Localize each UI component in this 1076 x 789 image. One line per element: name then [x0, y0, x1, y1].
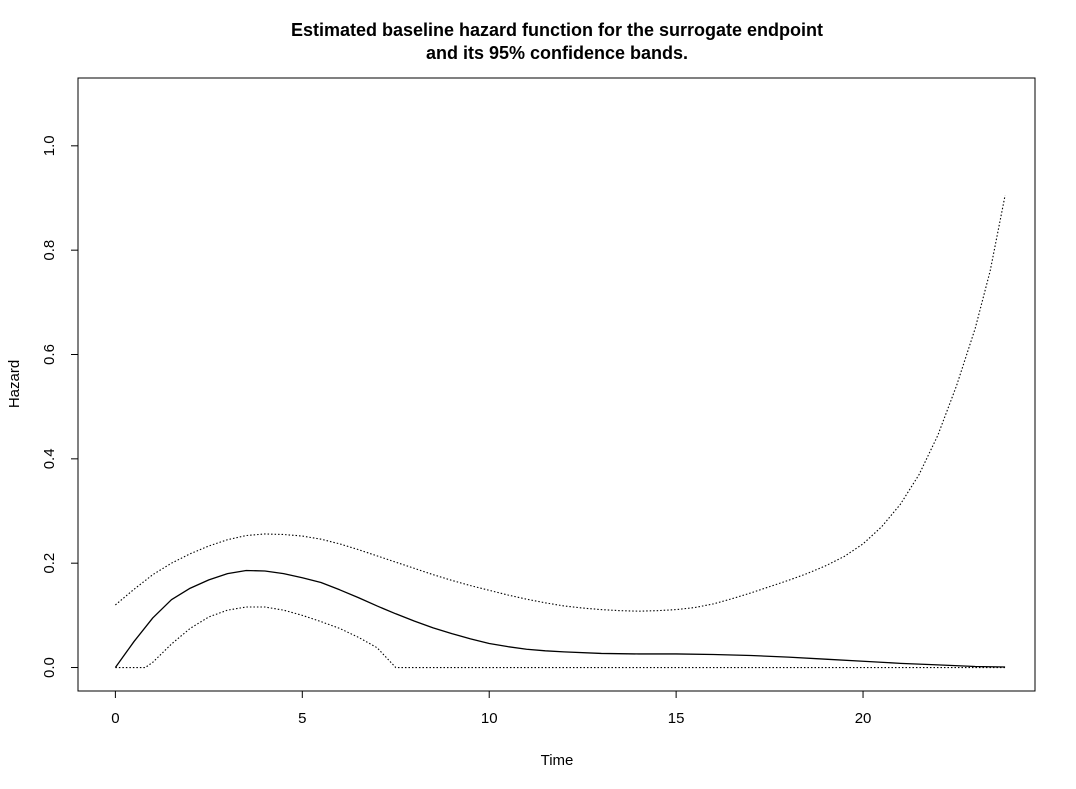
- series-line-1: [114, 569, 1006, 668]
- y-tick-label: 0.8: [41, 240, 58, 261]
- plot-frame: [77, 77, 1036, 692]
- x-tick-label: 10: [481, 710, 498, 727]
- x-tick-label: 15: [668, 710, 685, 727]
- y-tick-label: 0.0: [41, 657, 58, 678]
- y-tick-label: 0.2: [41, 553, 58, 574]
- x-tick-label: 20: [855, 710, 872, 727]
- series-line-2: [115, 195, 1006, 612]
- y-tick-label: 0.4: [41, 448, 58, 469]
- chart-title-line-1: Estimated baseline hazard function for t…: [291, 20, 823, 40]
- x-axis: 0 5 10 15 20: [111, 690, 872, 727]
- series-line-3: [115, 606, 1006, 669]
- y-tick-label: 0.6: [41, 344, 58, 365]
- x-tick-label: 0: [111, 710, 119, 727]
- y-axis: 0.0 0.2 0.4 0.6 0.8 1.0: [41, 135, 79, 678]
- y-tick-label: 1.0: [41, 135, 58, 156]
- series-group: [114, 195, 1006, 669]
- chart-title-line-2: and its 95% confidence bands.: [426, 43, 688, 63]
- x-tick-label: 5: [298, 710, 306, 727]
- y-axis-label: Hazard: [6, 360, 23, 408]
- x-axis-label: Time: [541, 752, 574, 769]
